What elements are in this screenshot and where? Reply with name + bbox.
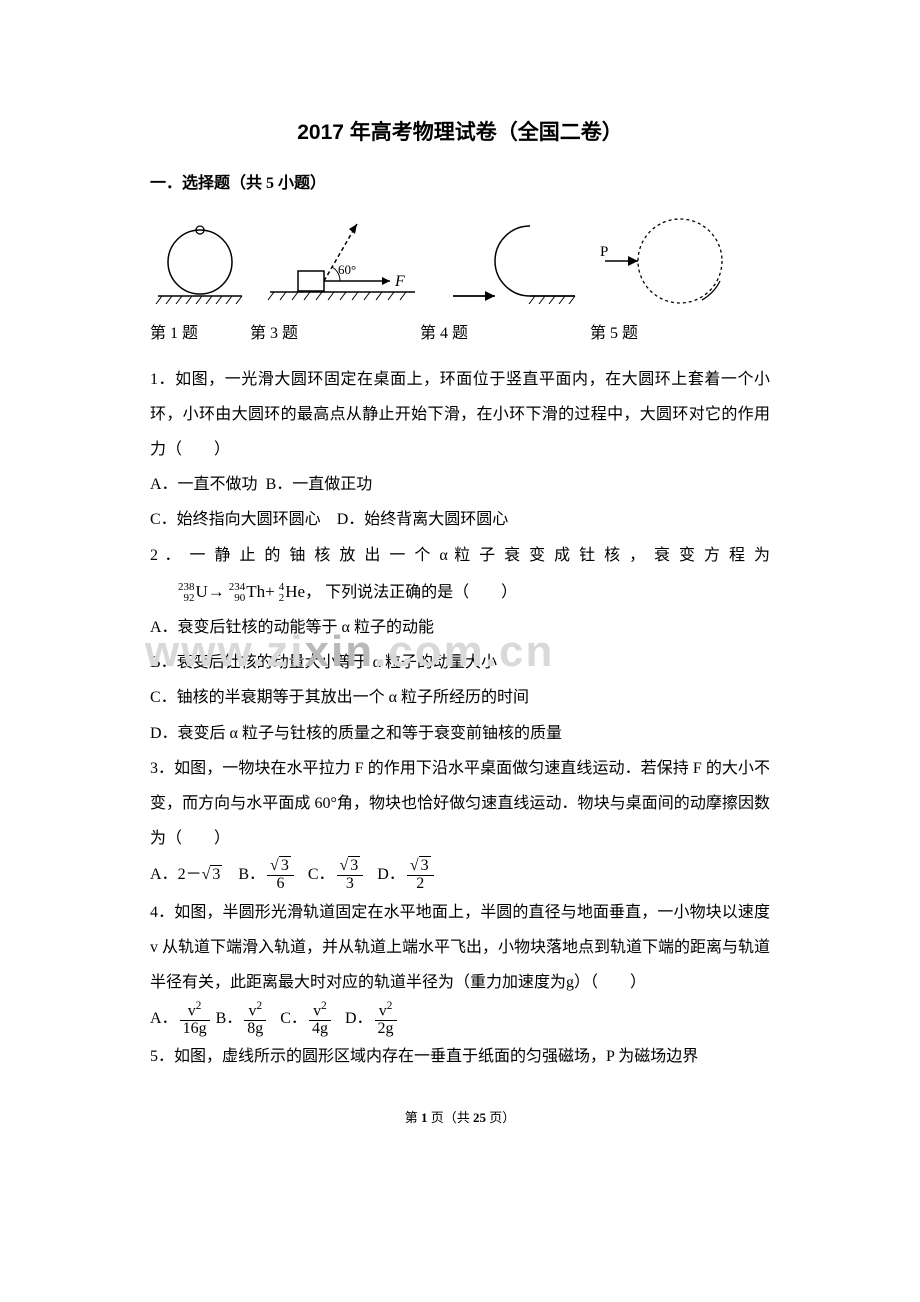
svg-text:P: P <box>600 244 608 260</box>
fig4-label: 第 4 题 <box>420 316 590 351</box>
figure-labels: 第 1 题 第 3 题 第 4 题 第 5 题 <box>150 316 770 351</box>
q3-opt-c: C．33 <box>308 866 365 883</box>
svg-text:F: F <box>394 273 405 290</box>
q4-opt-a: A．v216g <box>150 1010 212 1027</box>
q2-stem-suffix: 下列说法正确的是（ ） <box>325 584 517 601</box>
figures-row: 60° F P <box>150 211 770 311</box>
q2-opt-a: A．衰变后钍核的动能等于 α 粒子的动能 <box>150 610 770 645</box>
q4-opt-d: D．v22g <box>345 1010 399 1027</box>
fig5-label: 第 5 题 <box>590 316 638 351</box>
figure-q1 <box>150 216 250 311</box>
q1-options-cd: C．始终指向大圆环圆心 D．始终背离大圆环圆心 <box>150 502 770 537</box>
q1-stem: 1．如图，一光滑大圆环固定在桌面上，环面位于竖直平面内，在大圆环上套着一个小环，… <box>150 362 770 468</box>
q2-equation-line: 23892U→ 23490Th+ 42He， 下列说法正确的是（ ） <box>150 573 770 610</box>
section-heading: 一．选择题（共 5 小题） <box>150 166 770 201</box>
q3-opt-d: D．32 <box>377 866 435 883</box>
page-footer: 第 1 页（共 25 页） <box>150 1104 770 1133</box>
q1-opt-c: C．始终指向大圆环圆心 <box>150 511 321 528</box>
svg-text:60°: 60° <box>338 262 356 277</box>
q4-stem: 4．如图，半圆形光滑轨道固定在水平地面上，半圆的直径与地面垂直，一小物块以速度 … <box>150 895 770 1001</box>
figure-q5: P <box>595 211 750 311</box>
q2-stem-line1: 2 ． 一 静 止 的 铀 核 放 出 一 个 α 粒 子 衰 变 成 钍 核 … <box>150 538 770 573</box>
q3-opt-b: B．36 <box>238 866 295 883</box>
q4-opt-c: C．v24g <box>280 1010 333 1027</box>
q1-opt-d: D．始终背离大圆环圆心 <box>337 511 509 528</box>
q4-options: A．v216g B．v28g C．v24g D．v22g <box>150 1000 770 1038</box>
q2-opt-c: C．铀核的半衰期等于其放出一个 α 粒子所经历的时间 <box>150 680 770 715</box>
q3-options: A．2－3 B．36 C．33 D．32 <box>150 856 770 894</box>
figure-q3: 60° F <box>260 216 425 311</box>
page-title: 2017 年高考物理试卷（全国二卷） <box>150 110 770 156</box>
q1-opt-a: A．一直不做功 <box>150 476 258 493</box>
fig3-label: 第 3 题 <box>250 316 420 351</box>
page: { "title": "2017 年高考物理试卷（全国二卷）", "sectio… <box>150 110 770 1133</box>
q3-opt-a: A．2－3 <box>150 866 222 883</box>
figure-q4 <box>435 216 585 311</box>
fig1-label: 第 1 题 <box>150 316 250 351</box>
q2-opt-b: B．衰变后钍核的动量大小等于 α 粒子的动量大小 <box>150 645 770 680</box>
q3-stem: 3．如图，一物块在水平拉力 F 的作用下沿水平桌面做匀速直线运动．若保持 F 的… <box>150 751 770 857</box>
q1-opt-b: B．一直做正功 <box>266 476 373 493</box>
q4-opt-b: B．v28g <box>216 1010 269 1027</box>
q2-opt-d: D．衰变后 α 粒子与钍核的质量之和等于衰变前铀核的质量 <box>150 716 770 751</box>
q5-stem: 5．如图，虚线所示的圆形区域内存在一垂直于纸面的匀强磁场，P 为磁场边界 <box>150 1039 770 1074</box>
q1-options-ab: A．一直不做功 B．一直做正功 <box>150 467 770 502</box>
